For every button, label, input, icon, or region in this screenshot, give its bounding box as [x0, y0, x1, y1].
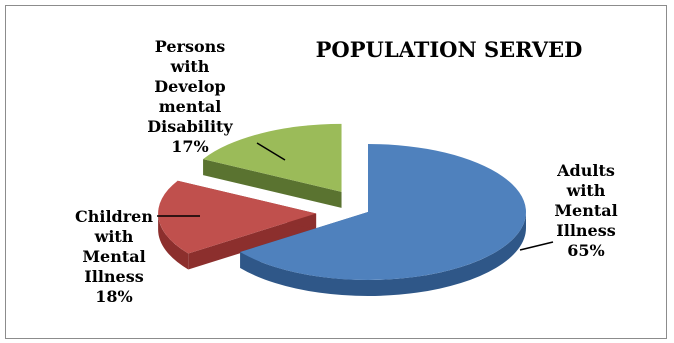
pie-slice [240, 144, 527, 297]
pie-slice [158, 180, 317, 270]
slice-side-wall [188, 213, 317, 270]
leader-line [256, 142, 286, 161]
slice-rim [240, 212, 527, 297]
slice-label: Persons with Develop mental Disability 17% [147, 37, 233, 156]
slice-top [240, 144, 527, 281]
slice-labels: Adults with Mental Illness 65% Children with Me… [75, 37, 618, 306]
slice-top [203, 123, 342, 192]
pie-slice [203, 123, 342, 208]
leader-line [519, 241, 554, 251]
slice-rim [158, 213, 189, 270]
leader-lines [157, 142, 554, 251]
slice-side-wall [203, 159, 342, 208]
chart-title: POPULATION SERVED [316, 37, 583, 62]
pie-slices [158, 123, 527, 297]
slice-label: Adults with Mental Illness 65% [554, 161, 617, 260]
slice-label: Children with Mental Illness 18% [75, 207, 153, 306]
slice-top [158, 180, 317, 254]
